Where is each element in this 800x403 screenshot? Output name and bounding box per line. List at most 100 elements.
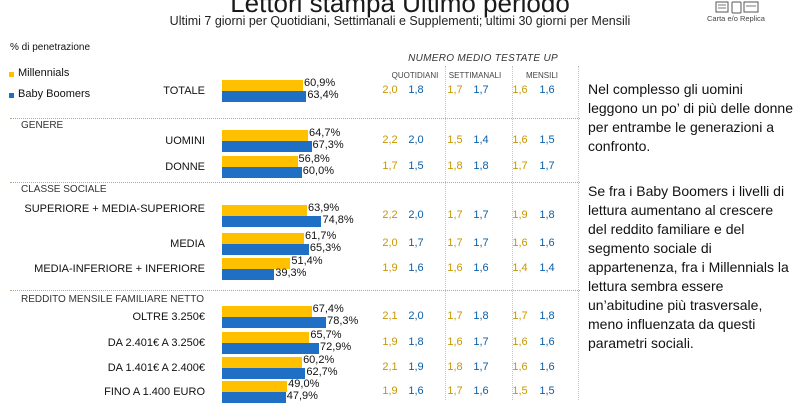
bar-millennials <box>222 332 310 343</box>
data-label-millennials: 64,7% <box>309 127 341 139</box>
value-quotidiani-millennials: 1,9 <box>382 262 398 274</box>
value-mensili-millennials: 1,7 <box>512 310 528 322</box>
row-label: UOMINI <box>165 135 205 147</box>
value-quotidiani-millennials: 2,0 <box>382 237 398 249</box>
value-quotidiani-baby-boomers: 1,5 <box>408 160 424 172</box>
value-mensili-baby-boomers: 1,5 <box>539 385 555 397</box>
chart-subtitle: Ultimi 7 giorni per Quotidiani, Settiman… <box>169 14 631 28</box>
bar-millennials <box>222 381 288 392</box>
section-label-reddito: REDDITO MENSILE FAMILIARE NETTO <box>21 294 204 305</box>
data-label-millennials: 51,4% <box>291 255 323 267</box>
bar-millennials <box>222 80 303 91</box>
value-quotidiani-baby-boomers: 1,9 <box>408 361 424 373</box>
value-mensili-millennials: 1,6 <box>512 84 528 96</box>
bar-millennials <box>222 205 307 216</box>
legend-swatch-millennials <box>9 72 14 77</box>
value-settimanali-millennials: 1,7 <box>447 385 463 397</box>
bar-baby-boomers <box>222 141 312 152</box>
bar-baby-boomers <box>222 343 319 354</box>
chart-title: Lettori stampa Ultimo periodo <box>230 0 570 18</box>
data-label-baby-boomers: 60,0% <box>302 165 334 177</box>
value-quotidiani-millennials: 1,9 <box>382 336 398 348</box>
bar-baby-boomers <box>222 317 327 328</box>
value-settimanali-millennials: 1,7 <box>447 84 463 96</box>
section-label-classe-sociale: CLASSE SOCIALE <box>21 184 107 195</box>
value-quotidiani-millennials: 2,1 <box>382 361 398 373</box>
value-settimanali-millennials: 1,5 <box>447 134 463 146</box>
value-settimanali-baby-boomers: 1,7 <box>473 336 489 348</box>
value-quotidiani-baby-boomers: 1,7 <box>408 237 424 249</box>
value-mensili-millennials: 1,7 <box>512 160 528 172</box>
value-settimanali-millennials: 1,7 <box>447 237 463 249</box>
value-mensili-millennials: 1,5 <box>512 385 528 397</box>
bar-millennials <box>222 130 309 141</box>
value-quotidiani-baby-boomers: 1,8 <box>408 84 424 96</box>
value-mensili-baby-boomers: 1,5 <box>539 134 555 146</box>
value-mensili-baby-boomers: 1,8 <box>539 310 555 322</box>
value-mensili-millennials: 1,6 <box>512 336 528 348</box>
value-mensili-millennials: 1,6 <box>512 134 528 146</box>
row-label: SUPERIORE + MEDIA-SUPERIORE <box>24 203 205 215</box>
bar-baby-boomers <box>222 216 322 227</box>
column-header-mensili: MENSILI <box>525 71 558 80</box>
value-settimanali-baby-boomers: 1,7 <box>473 84 489 96</box>
value-quotidiani-millennials: 2,0 <box>382 84 398 96</box>
bar-baby-boomers <box>222 91 307 102</box>
bar-millennials <box>222 357 303 368</box>
column-header-settimanali: SETTIMANALI <box>448 71 502 80</box>
value-settimanali-baby-boomers: 1,7 <box>473 361 489 373</box>
data-label-millennials: 65,7% <box>310 329 342 341</box>
value-mensili-millennials: 1,6 <box>512 361 528 373</box>
row-label: OLTRE 3.250€ <box>132 311 205 323</box>
value-quotidiani-millennials: 1,9 <box>382 385 398 397</box>
bar-millennials <box>222 156 298 167</box>
value-settimanali-millennials: 1,8 <box>447 361 463 373</box>
value-mensili-baby-boomers: 1,8 <box>539 209 555 221</box>
data-label-baby-boomers: 74,8% <box>322 214 354 226</box>
bar-baby-boomers <box>222 392 286 403</box>
data-label-baby-boomers: 78,3% <box>327 315 359 327</box>
bar-baby-boomers <box>222 368 306 379</box>
value-settimanali-baby-boomers: 1,7 <box>473 237 489 249</box>
row-label: MEDIA-INFERIORE + INFERIORE <box>34 263 205 275</box>
value-quotidiani-baby-boomers: 1,6 <box>408 385 424 397</box>
divider <box>10 182 580 183</box>
column-separator <box>512 66 513 400</box>
bar-baby-boomers <box>222 167 302 178</box>
row-label: FINO A 1.400 EURO <box>104 386 205 398</box>
value-settimanali-baby-boomers: 1,8 <box>473 160 489 172</box>
value-quotidiani-baby-boomers: 2,0 <box>408 209 424 221</box>
logo-label: Carta e/o Replica <box>707 14 765 23</box>
value-settimanali-baby-boomers: 1,6 <box>473 385 489 397</box>
carta-replica-icon <box>715 1 759 14</box>
data-label-baby-boomers: 47,9% <box>286 390 318 402</box>
data-label-millennials: 60,2% <box>303 354 335 366</box>
legend-baby-boomers: Baby Boomers <box>18 88 91 100</box>
bar-baby-boomers <box>222 269 275 280</box>
row-label: DA 1.401€ A 2.400€ <box>107 362 205 374</box>
value-settimanali-baby-boomers: 1,8 <box>473 310 489 322</box>
row-label: TOTALE <box>163 85 205 97</box>
column-header-quotidiani: QUOTIDIANI <box>391 71 439 80</box>
row-label: MEDIA <box>170 238 205 250</box>
legend-millennials: Millennials <box>18 67 70 79</box>
column-separator <box>578 66 579 400</box>
value-quotidiani-baby-boomers: 2,0 <box>408 310 424 322</box>
value-quotidiani-baby-boomers: 2,0 <box>408 134 424 146</box>
value-mensili-millennials: 1,6 <box>512 237 528 249</box>
value-mensili-millennials: 1,9 <box>512 209 528 221</box>
value-quotidiani-millennials: 1,7 <box>382 160 398 172</box>
column-separator <box>445 66 446 400</box>
data-label-millennials: 49,0% <box>288 378 320 390</box>
data-label-baby-boomers: 63,4% <box>307 89 339 101</box>
value-mensili-baby-boomers: 1,4 <box>539 262 555 274</box>
value-mensili-millennials: 1,4 <box>512 262 528 274</box>
value-settimanali-baby-boomers: 1,7 <box>473 209 489 221</box>
value-settimanali-millennials: 1,6 <box>447 262 463 274</box>
value-settimanali-millennials: 1,6 <box>447 336 463 348</box>
value-quotidiani-millennials: 2,2 <box>382 209 398 221</box>
value-mensili-baby-boomers: 1,6 <box>539 336 555 348</box>
value-mensili-baby-boomers: 1,6 <box>539 361 555 373</box>
data-label-millennials: 60,9% <box>303 77 336 89</box>
value-settimanali-millennials: 1,8 <box>447 160 463 172</box>
